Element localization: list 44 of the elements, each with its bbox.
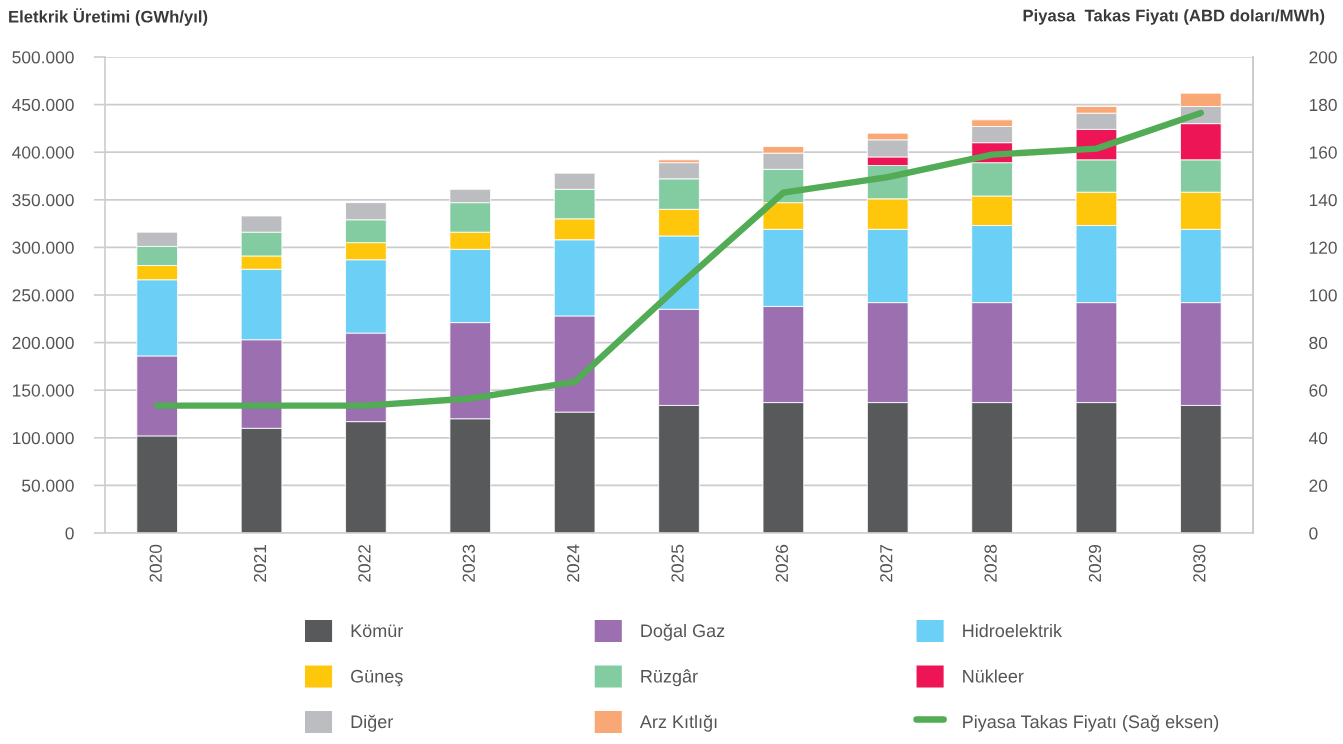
- x-tick-label: 2025: [671, 544, 684, 582]
- y-tick-label: 50.000: [22, 479, 74, 492]
- y-tick-label: 200.000: [12, 336, 74, 350]
- legend-label: Güneş: [351, 669, 403, 687]
- legend-label: Rüzgâr: [641, 669, 698, 687]
- legend-label: Nükleer: [963, 669, 1024, 683]
- legend-label: Piyasa Takas Fiyatı (Sağ eksen): [963, 714, 1219, 732]
- legend-label: Arz Kıtlığı: [639, 714, 717, 732]
- y-tick-label: 400.000: [12, 146, 74, 159]
- x-tick-label: 2020: [149, 544, 162, 582]
- y2-tick-label: 100: [1309, 289, 1337, 302]
- legend-label: Hidroelektrik: [963, 623, 1063, 638]
- x-tick-label: 2028: [984, 544, 997, 582]
- y-tick-label: 300.000: [12, 241, 74, 254]
- x-tick-label: 2022: [358, 544, 371, 582]
- y-tick-label: 0: [65, 527, 74, 540]
- legend-label: Doğal Gaz: [641, 623, 725, 641]
- y2-tick-label: 120: [1309, 241, 1337, 254]
- x-tick-label: 2024: [567, 544, 580, 582]
- x-tick-label: 2026: [775, 544, 789, 582]
- x-tick-label: 2023: [462, 544, 475, 582]
- y-tick-label: 250.000: [12, 289, 74, 302]
- y-axis-title: Eletkrik Üretimi (GWh/yıl): [9, 8, 208, 26]
- y-tick-label: 450.000: [12, 98, 74, 112]
- y-tick-label: 350.000: [12, 193, 74, 207]
- legend-label: Diğer: [351, 714, 393, 732]
- y-tick-label: 150.000: [13, 384, 74, 397]
- y2-tick-label: 40: [1308, 431, 1328, 445]
- y2-tick-label: 160: [1309, 146, 1337, 159]
- y2-tick-label: 20: [1309, 479, 1328, 492]
- x-tick-label: 2029: [1088, 544, 1102, 582]
- x-tick-label: 2021: [253, 544, 267, 582]
- x-tick-label: 2027: [880, 544, 893, 582]
- y2-tick-label: 140: [1309, 193, 1337, 207]
- y2-tick-label: 180: [1309, 98, 1337, 112]
- y2-tick-label: 60: [1309, 384, 1328, 397]
- legend-label: Kömür: [351, 624, 404, 638]
- y2-tick-label: 0: [1309, 527, 1318, 540]
- y2-axis-title: Piyasa Takas Fiyatı (ABD doları/MWh): [1023, 9, 1325, 25]
- y2-tick-label: 80: [1309, 336, 1328, 350]
- y2-tick-label: 200: [1309, 51, 1337, 64]
- y-tick-label: 100.000: [13, 431, 74, 445]
- x-tick-label: 2030: [1193, 544, 1206, 582]
- y-tick-label: 500.000: [12, 51, 74, 64]
